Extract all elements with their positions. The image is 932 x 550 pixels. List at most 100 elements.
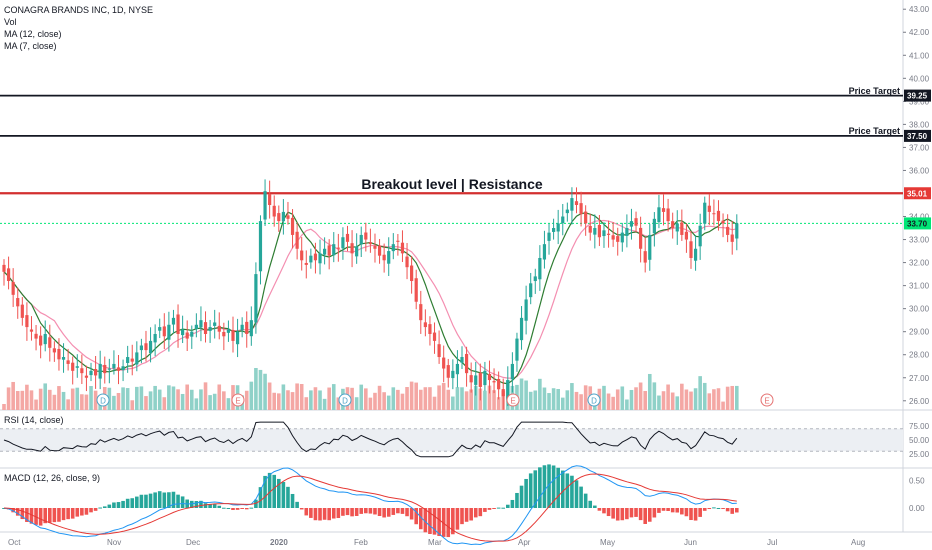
macd-histogram-bar — [693, 508, 698, 521]
macd-histogram-bar — [583, 493, 588, 508]
candle-body — [153, 333, 157, 343]
macd-histogram-bar — [208, 503, 212, 508]
volume-bar — [702, 382, 707, 410]
macd-histogram-bar — [61, 508, 66, 521]
candle-body — [203, 322, 208, 334]
candle-body — [455, 363, 460, 375]
macd-histogram-bar — [478, 508, 483, 517]
macd-histogram-bar — [428, 508, 432, 535]
candle-body — [121, 366, 125, 371]
volume-bar — [295, 383, 299, 410]
macd-histogram-bar — [377, 508, 382, 516]
candle-body — [318, 253, 322, 264]
ma12-legend[interactable]: MA (12, close) — [4, 29, 62, 39]
volume-bar — [689, 391, 693, 410]
candle-body — [400, 242, 405, 254]
volume-bar — [254, 368, 258, 410]
macd-pane[interactable]: 0.50 0.00 — [2, 464, 925, 546]
candle-body — [185, 332, 189, 339]
candle-body — [561, 216, 565, 224]
rsi-legend[interactable]: RSI (14, close) — [4, 415, 64, 425]
volume-bar — [70, 388, 75, 410]
candle-body — [11, 281, 15, 295]
macd-histogram-bar — [638, 508, 643, 521]
candle-body — [144, 343, 148, 351]
candlesticks[interactable] — [2, 179, 739, 410]
macd-histogram-bar — [263, 475, 267, 508]
volume-bar — [693, 388, 698, 410]
ma7-legend[interactable]: MA (7, close) — [4, 41, 57, 51]
candle-body — [506, 380, 510, 400]
volume-bar — [492, 390, 496, 410]
macd-histogram-bar — [643, 508, 647, 524]
candle-body — [103, 364, 107, 374]
volume-bar — [277, 393, 281, 410]
candle-body — [89, 370, 93, 376]
macd-histogram-bar — [611, 508, 615, 519]
symbol-legend[interactable]: CONAGRA BRANDS INC, 1D, NYSE — [4, 5, 154, 15]
price-tick-label: 33.00 — [909, 236, 930, 245]
candle-body — [712, 213, 716, 215]
macd-histogram-bar — [515, 492, 519, 508]
candle-body — [368, 242, 372, 245]
macd-histogram-bar — [116, 502, 121, 508]
candle-body — [707, 205, 711, 212]
volume-bar — [249, 381, 254, 410]
price-tick-label: 39.00 — [909, 97, 930, 106]
volume-bar — [620, 386, 625, 410]
macd-histogram-bar — [547, 464, 551, 508]
candle-body — [162, 326, 166, 337]
candle-body — [300, 250, 304, 261]
macd-histogram-bar — [707, 508, 712, 509]
macd-histogram-bar — [469, 508, 473, 521]
macd-histogram-bar — [556, 467, 560, 508]
macd-histogram-bar — [506, 504, 510, 508]
volume-bar — [396, 389, 400, 410]
macd-histogram-bar — [222, 507, 226, 509]
price-axis[interactable]: 43.00 42.00 41.00 40.00 39.00 38.00 37.00 36.00… — [903, 5, 931, 406]
macd-histogram-bar — [615, 508, 620, 521]
volume-bar — [542, 387, 547, 410]
volume-bar — [2, 404, 6, 410]
candle-body — [80, 368, 84, 374]
macd-histogram-bar — [277, 478, 281, 508]
price-badge — [904, 129, 931, 142]
candle-body — [410, 265, 414, 282]
macd-histogram-bar — [341, 508, 345, 516]
macd-histogram-bar — [730, 508, 735, 514]
candle-body — [584, 211, 588, 224]
macd-histogram-bar — [309, 508, 313, 518]
macd-histogram-bar — [602, 508, 606, 514]
candle-body — [625, 228, 629, 236]
candle-body — [538, 257, 542, 280]
volume-bar — [666, 384, 670, 410]
macd-histogram-bar — [432, 508, 437, 535]
candle-body — [442, 357, 446, 369]
time-axis[interactable]: Oct Nov Dec 2020 Feb Mar Apr May Jun Jul Aug — [8, 538, 865, 547]
candle-body — [693, 248, 698, 261]
horizontal-levels[interactable] — [0, 94, 903, 224]
volume-bar — [57, 386, 61, 410]
candle-body — [75, 366, 79, 368]
macd-histogram-bar — [212, 504, 217, 508]
price-badge-label: 37.50 — [907, 132, 928, 141]
volume-bar — [29, 390, 34, 410]
volume-bar — [528, 391, 533, 410]
macd-histogram-bar — [565, 473, 570, 508]
macd-histogram-bar — [125, 498, 130, 508]
candle-body — [20, 304, 24, 318]
macd-histogram-bar — [579, 486, 583, 508]
signal-line — [3, 473, 737, 542]
rsi-band — [0, 428, 903, 452]
macd-histogram-bar — [593, 505, 597, 508]
price-tick-label: 31.00 — [909, 282, 930, 291]
volume-legend[interactable]: Vol — [4, 17, 17, 27]
macd-legend[interactable]: MACD (12, 26, close, 9) — [4, 473, 101, 483]
volume-bar — [657, 395, 661, 410]
rsi-pane[interactable]: 75.00 50.00 25.00 — [0, 421, 930, 459]
macd-histogram-bar — [441, 508, 446, 537]
volume-bar — [451, 396, 455, 410]
volume-bar — [382, 392, 386, 410]
